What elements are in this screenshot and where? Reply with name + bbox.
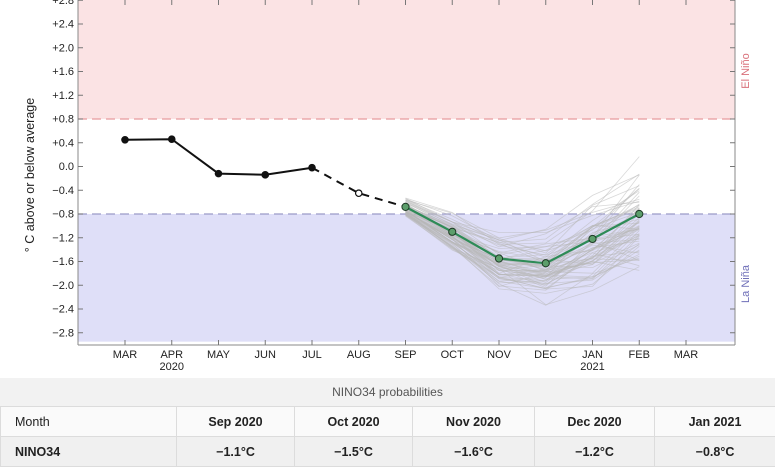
y-tick-label: −2.0 (52, 280, 74, 292)
nino34-chart: +2.8 +2.4 +2.0 +1.6 +1.2 +0.8 +0.4 0.0 −0.4 −0.8 −… (0, 0, 775, 378)
chart-zones (78, 0, 735, 342)
forecast-point (449, 228, 456, 235)
probabilities-table: Month Sep 2020 Oct 2020 Nov 2020 Dec 202… (0, 406, 775, 467)
observed-line (125, 139, 312, 175)
y-tick-label: +0.4 (52, 137, 74, 149)
probabilities-panel: NINO34 probabilities Month Sep 2020 Oct … (0, 378, 775, 466)
table-cell: −0.8°C (655, 437, 775, 467)
observed-point (168, 135, 176, 143)
forecast-point (495, 255, 502, 262)
month-header: Month (1, 407, 177, 437)
y-tick-label: 0.0 (59, 161, 74, 173)
y-tick-label: +2.4 (52, 19, 74, 31)
month-column-header: Oct 2020 (295, 407, 413, 437)
month-column-header: Dec 2020 (535, 407, 655, 437)
table-cell: −1.5°C (295, 437, 413, 467)
interpolated-line (312, 168, 406, 207)
table-cell: −1.6°C (413, 437, 535, 467)
x-tick-year: 2021 (580, 361, 604, 373)
table-row: NINO34 −1.1°C −1.5°C −1.6°C −1.2°C −0.8°… (1, 437, 775, 467)
interpolated-point (356, 190, 362, 196)
forecast-point (589, 235, 596, 242)
probabilities-title: NINO34 probabilities (0, 378, 775, 406)
x-tick-label: MAR (113, 349, 138, 361)
y-tick-label: +1.2 (52, 90, 74, 102)
table-cell: −1.2°C (535, 437, 655, 467)
y-tick-label: +0.8 (52, 114, 74, 126)
month-column-header: Sep 2020 (177, 407, 295, 437)
x-tick-label: JUL (302, 349, 322, 361)
y-tick-label: +1.6 (52, 66, 74, 78)
x-tick-year: 2020 (160, 361, 184, 373)
forecast-point (402, 203, 409, 210)
forecast-point (542, 260, 549, 267)
x-tick-label: JUN (255, 349, 276, 361)
observed-point (215, 170, 223, 178)
forecast-point (636, 210, 643, 217)
x-tick-label: APR (160, 349, 183, 361)
x-tick-label: DEC (534, 349, 557, 361)
y-tick-label: −0.8 (52, 209, 74, 221)
y-tick-label: +2.0 (52, 42, 74, 54)
el-nino-zone (78, 0, 735, 119)
x-tick-label: OCT (441, 349, 465, 361)
x-tick-label: NOV (487, 349, 512, 361)
observed-point (261, 171, 269, 179)
la-nina-zone-label: La Niña (740, 264, 752, 303)
x-tick-label: MAY (207, 349, 231, 361)
row-label: NINO34 (1, 437, 177, 467)
y-tick-label: −1.6 (52, 256, 74, 268)
x-tick-label: FEB (629, 349, 650, 361)
y-tick-label: −1.2 (52, 232, 74, 244)
x-tick-label: MAR (674, 349, 699, 361)
observed-point (121, 136, 129, 144)
month-column-header: Nov 2020 (413, 407, 535, 437)
y-tick-label: −2.4 (52, 304, 74, 316)
y-tick-label: +2.8 (52, 0, 74, 7)
table-cell: −1.1°C (177, 437, 295, 467)
table-header-row: Month Sep 2020 Oct 2020 Nov 2020 Dec 202… (1, 407, 775, 437)
y-tick-label: −0.4 (52, 185, 74, 197)
x-tick-label: SEP (394, 349, 416, 361)
x-tick-label: AUG (347, 349, 371, 361)
el-nino-zone-label: El Niño (740, 53, 752, 88)
x-tick-label: JAN (582, 349, 603, 361)
y-tick-label: −2.8 (52, 327, 74, 339)
month-column-header: Jan 2021 (655, 407, 775, 437)
observed-point (308, 164, 316, 172)
y-axis-label: ° C above or below average (23, 98, 37, 252)
